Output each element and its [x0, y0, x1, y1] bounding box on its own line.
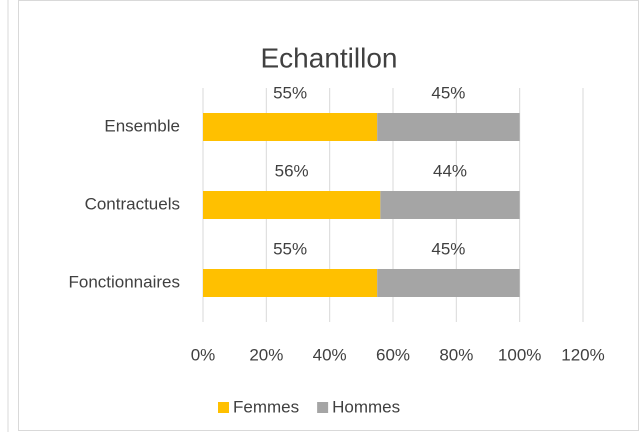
y-tick-label: Fonctionnaires: [68, 272, 180, 291]
bar-segment: [203, 191, 381, 219]
y-tick-label: Ensemble: [104, 116, 180, 135]
x-tick-label: 100%: [498, 345, 541, 364]
bar-segment: [203, 113, 378, 141]
legend-swatch: [218, 402, 229, 413]
x-tick-label: 120%: [561, 345, 604, 364]
x-tick-label: 0%: [191, 345, 216, 364]
y-tick-label: Contractuels: [85, 194, 180, 213]
x-tick-label: 60%: [376, 345, 410, 364]
legend-label: Femmes: [233, 397, 299, 416]
legend-swatch: [317, 402, 329, 413]
x-tick-label: 80%: [439, 345, 473, 364]
data-label: 55%: [273, 83, 307, 102]
x-tick-label: 40%: [313, 345, 347, 364]
bar-segment: [203, 269, 378, 297]
bar-segment: [377, 269, 520, 297]
neighbor-frame: [7, 0, 9, 432]
x-tick-label: 20%: [249, 345, 283, 364]
bar-segment: [380, 191, 520, 219]
chart-title: Echantillon: [261, 42, 398, 73]
data-label: 55%: [273, 239, 307, 258]
data-label: 45%: [431, 83, 465, 102]
legend-label: Hommes: [332, 397, 400, 416]
data-label: 45%: [431, 239, 465, 258]
data-label: 56%: [275, 161, 309, 180]
data-label: 44%: [433, 161, 467, 180]
bar-segment: [377, 113, 520, 141]
